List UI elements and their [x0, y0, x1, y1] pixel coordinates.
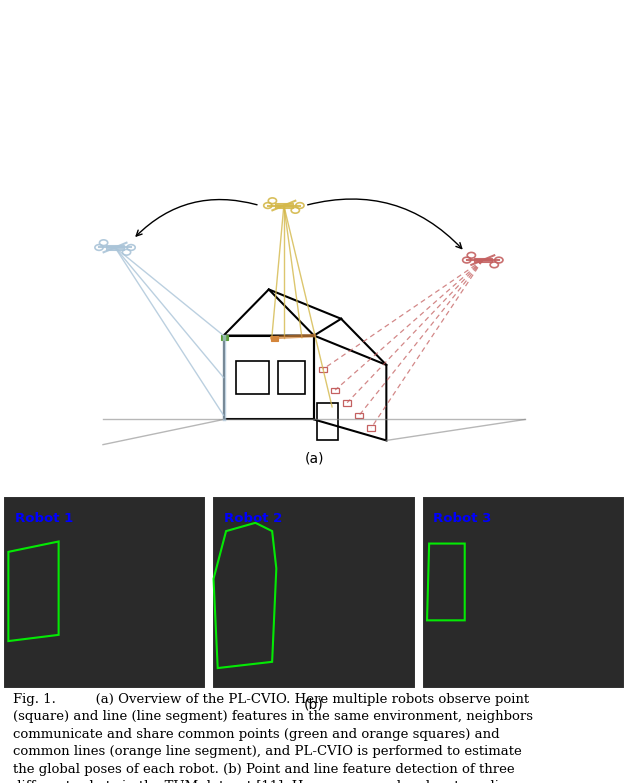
Bar [367, 425, 375, 431]
Text: Fig. 1.   ​​(a)​ Overview of the PL-CVIO. Here multiple robots observe point
(sq: Fig. 1. ​​(a)​ Overview of the PL-CVIO. … [13, 693, 533, 783]
Bar [220, 335, 228, 340]
Bar [319, 366, 327, 372]
Text: Robot 3: Robot 3 [433, 512, 492, 525]
Bar [3, 496, 206, 689]
Bar [331, 388, 338, 393]
Bar [355, 413, 363, 418]
Bar [422, 496, 625, 689]
Text: (b): (b) [304, 697, 324, 711]
Bar [474, 258, 492, 262]
Bar [106, 245, 124, 250]
Bar [278, 361, 305, 395]
Bar [274, 203, 293, 208]
Bar [236, 361, 269, 395]
Text: Robot 1: Robot 1 [14, 512, 73, 525]
Bar [317, 402, 338, 440]
Bar [343, 400, 351, 406]
Bar [271, 336, 278, 341]
Bar [212, 496, 416, 689]
Text: (a): (a) [304, 452, 324, 466]
Text: Robot 2: Robot 2 [224, 512, 282, 525]
